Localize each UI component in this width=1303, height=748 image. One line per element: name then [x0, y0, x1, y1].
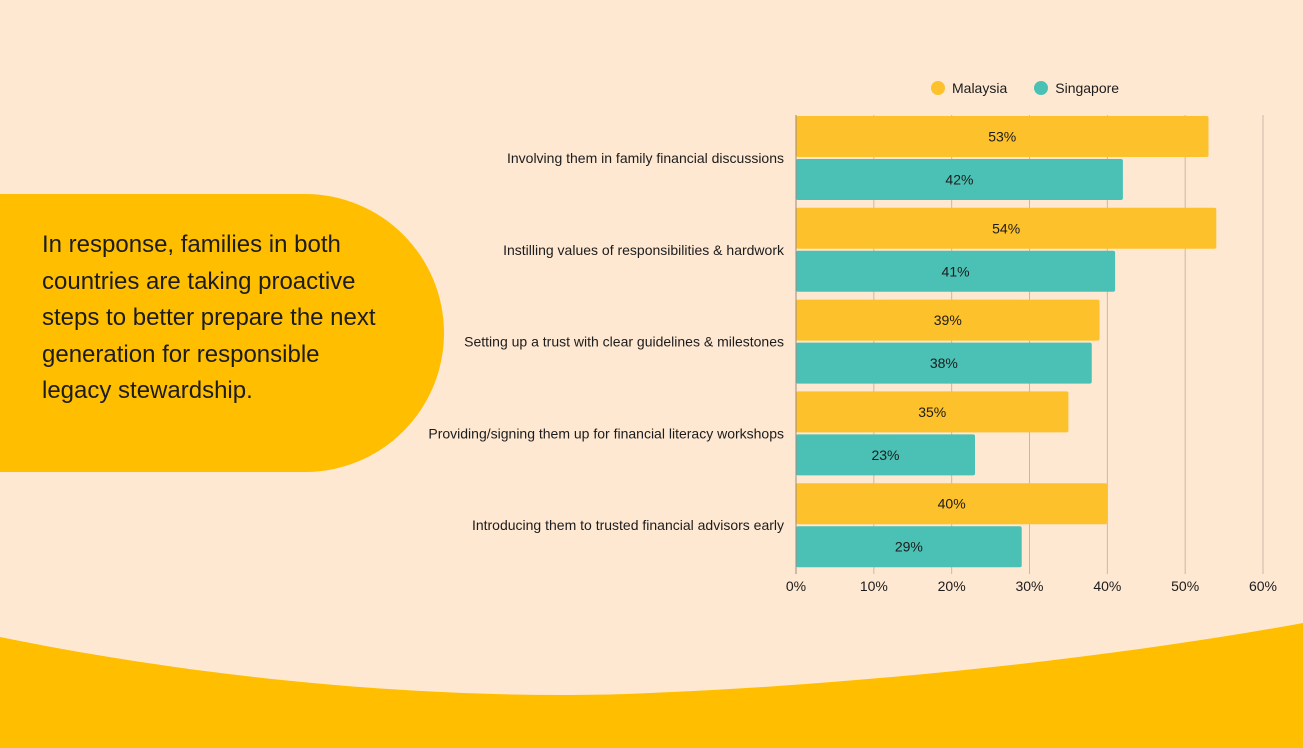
data-label-singapore-2: 38%: [930, 355, 958, 371]
x-tick-label: 60%: [1249, 578, 1277, 594]
data-label-malaysia-3: 35%: [918, 404, 946, 420]
x-tick-label: 10%: [860, 578, 888, 594]
category-label: Providing/signing them up for financial …: [428, 425, 784, 441]
legend-dot-malaysia: [931, 81, 945, 95]
category-label: Involving them in family financial discu…: [507, 150, 784, 166]
category-label: Instilling values of responsibilities & …: [503, 242, 785, 258]
legend-item-singapore: Singapore: [1034, 80, 1119, 96]
callout-panel: [0, 194, 444, 472]
data-label-malaysia-4: 40%: [938, 496, 966, 512]
x-tick-label: 50%: [1171, 578, 1199, 594]
bar-singapore-4: [796, 526, 1022, 568]
data-label-singapore-1: 41%: [942, 263, 970, 279]
category-label: Introducing them to trusted financial ad…: [472, 517, 784, 533]
legend-dot-singapore: [1034, 81, 1049, 95]
category-label: Setting up a trust with clear guidelines…: [464, 334, 784, 350]
bar-malaysia-2: [796, 299, 1100, 341]
x-tick-label: 0%: [786, 578, 806, 594]
data-label-singapore-4: 29%: [895, 539, 923, 555]
bar-malaysia-4: [796, 483, 1108, 525]
bar-singapore-0: [796, 159, 1123, 200]
x-tick-label: 40%: [1093, 578, 1121, 594]
bar-singapore-3: [796, 434, 976, 476]
bar-singapore-2: [796, 342, 1092, 384]
x-tick-label: 20%: [938, 578, 966, 594]
data-label-malaysia-2: 39%: [934, 312, 962, 328]
x-tick-label: 30%: [1015, 578, 1043, 594]
data-label-singapore-0: 42%: [945, 172, 973, 188]
data-label-malaysia-1: 54%: [992, 220, 1020, 236]
legend-item-malaysia: Malaysia: [931, 80, 1007, 96]
bar-singapore-1: [796, 250, 1116, 292]
bar-malaysia-0: [796, 116, 1209, 157]
callout-text: In response, families in both countries …: [42, 231, 376, 404]
legend-label-singapore: Singapore: [1055, 80, 1120, 96]
bar-malaysia-3: [796, 391, 1069, 433]
legend-label-malaysia: Malaysia: [952, 80, 1008, 96]
data-label-malaysia-0: 53%: [988, 129, 1016, 145]
chart-legend: Malaysia Singapore: [931, 80, 1146, 96]
bar-malaysia-1: [796, 207, 1217, 249]
data-label-singapore-3: 23%: [871, 447, 899, 463]
